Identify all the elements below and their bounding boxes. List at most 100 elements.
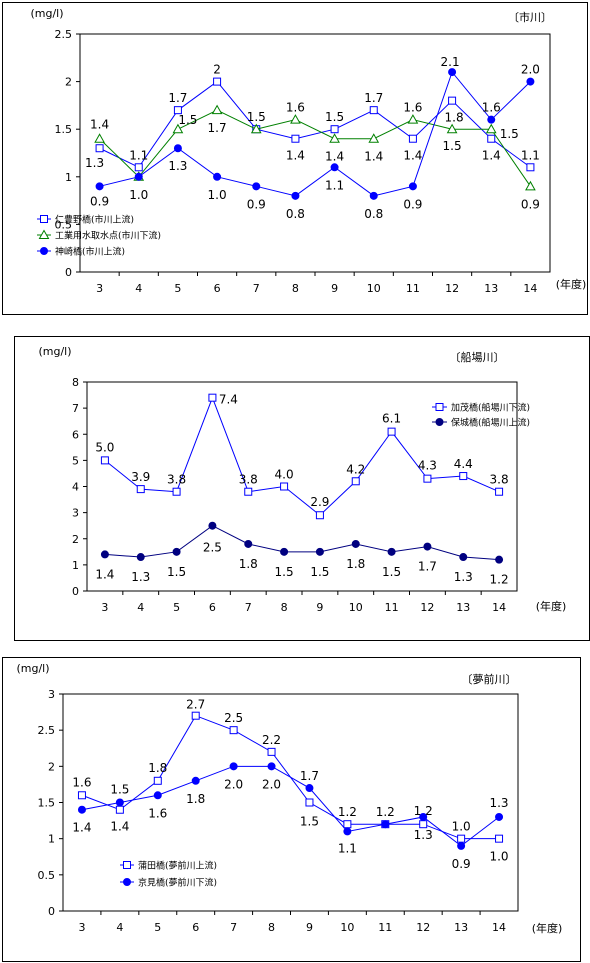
- data-point: [459, 553, 468, 562]
- y-tick-label: 1.5: [38, 797, 56, 810]
- data-point: [368, 133, 380, 143]
- data-label: 1.7: [418, 560, 437, 574]
- series-line: [104, 525, 500, 561]
- legend: 加茂橋(船場川下流) 保城橋(船場川上流): [432, 402, 530, 429]
- data-point: [172, 123, 184, 134]
- data-label: 1.2: [414, 804, 433, 818]
- data-point: [495, 834, 504, 843]
- legend-label: 蒲田橋(夢前川上流): [138, 860, 217, 872]
- data-label: 1.6: [72, 775, 91, 789]
- data-point: [459, 472, 468, 481]
- data-point: [115, 805, 124, 814]
- x-tick-label: 5: [174, 282, 181, 295]
- x-unit-label: (年度): [536, 599, 567, 613]
- data-label: 1.3: [85, 156, 104, 170]
- x-tick-label: 5: [173, 601, 180, 614]
- data-label: 1.4: [286, 149, 305, 163]
- data-label: 3.8: [167, 473, 186, 487]
- legend-label: 京見橋(夢前川下流): [138, 877, 217, 889]
- data-label: 0.9: [90, 194, 109, 208]
- data-label: 1.4: [72, 821, 91, 835]
- river-name: 〔夢前川〕: [462, 672, 517, 686]
- legend-label: 仁豊野橋(市川上流): [55, 214, 134, 226]
- data-label: 1.2: [338, 805, 357, 819]
- data-label: 1.1: [338, 841, 357, 855]
- data-point: [315, 511, 324, 520]
- data-label: 4.4: [454, 457, 473, 471]
- data-label: 1.3: [414, 828, 433, 842]
- data-label: 1.1: [129, 148, 148, 162]
- data-label: 1.5: [382, 565, 401, 579]
- data-point: [172, 547, 181, 556]
- data-label: 1.5: [110, 783, 129, 797]
- data-point: [351, 477, 360, 486]
- data-point: [244, 487, 253, 496]
- x-tick-label: 11: [406, 282, 420, 295]
- y-tick-label: 1: [48, 833, 55, 846]
- data-label: 1.8: [148, 761, 167, 775]
- y-tick-label: 2: [48, 760, 55, 773]
- data-point: [343, 827, 352, 836]
- data-point: [419, 820, 428, 829]
- data-point: [495, 812, 504, 821]
- data-label: 1.5: [178, 113, 197, 127]
- series-2: [95, 68, 535, 200]
- data-label: 1.4: [325, 150, 344, 164]
- data-label: 1.8: [346, 557, 365, 571]
- data-label: 2.0: [224, 777, 243, 791]
- x-tick-label: 7: [253, 282, 260, 295]
- x-tick-label: 11: [378, 921, 392, 934]
- x-tick-label: 7: [230, 921, 237, 934]
- data-point: [315, 547, 324, 556]
- data-point: [244, 539, 253, 548]
- chart-yumesakigawa: 0 0.5 1 1.5 2 2.5 3 3 4 5 6 7 8 9 10 11 12 13 14 (mg/l) 〔夢前川…: [16, 662, 562, 935]
- y-tick-label: 1: [72, 559, 79, 572]
- data-point: [267, 762, 276, 771]
- data-point: [369, 106, 378, 115]
- x-tick-label: 3: [96, 282, 103, 295]
- data-label: 2.7: [186, 698, 205, 712]
- data-point: [208, 521, 217, 530]
- data-label: 1.5: [310, 565, 329, 579]
- data-point: [485, 123, 497, 134]
- data-label: 1.4: [482, 149, 501, 163]
- x-tick-label: 4: [116, 921, 123, 934]
- data-label: 0.9: [247, 197, 266, 211]
- x-tick-label: 12: [445, 282, 459, 295]
- x-tick-label: 8: [292, 282, 299, 295]
- data-point: [495, 555, 504, 564]
- y-tick-label: 2: [65, 76, 72, 89]
- legend-marker: [123, 861, 131, 869]
- data-label: 7.4: [219, 393, 238, 407]
- data-label: 1.5: [443, 139, 462, 153]
- data-label: 1.4: [110, 820, 129, 834]
- data-point: [229, 726, 238, 735]
- data-label: 1.0: [208, 188, 227, 202]
- y-tick-label: 3: [48, 688, 55, 701]
- data-point: [250, 123, 262, 134]
- data-point: [487, 134, 496, 143]
- data-point: [95, 182, 104, 191]
- data-point: [448, 96, 457, 105]
- data-label: 1.1: [325, 178, 344, 192]
- legend: 蒲田橋(夢前川上流) 京見橋(夢前川下流): [120, 860, 217, 889]
- y-tick-label: 2.5: [55, 28, 73, 41]
- data-label: 2.0: [521, 63, 540, 77]
- data-label: 1.5: [167, 565, 186, 579]
- data-label: 2.5: [203, 541, 222, 555]
- data-label: 1.7: [364, 91, 383, 105]
- data-point: [136, 553, 145, 562]
- data-label: 1.5: [325, 110, 344, 124]
- data-label: 1.5: [275, 565, 294, 579]
- data-label: 1.6: [403, 101, 422, 115]
- x-tick-label: 10: [367, 282, 381, 295]
- series-1: [100, 521, 504, 564]
- series-line: [99, 109, 531, 187]
- y-tick-label: 1.5: [55, 123, 73, 136]
- legend-label: 加茂橋(船場川下流): [451, 402, 530, 414]
- data-label: 1.4: [90, 118, 109, 132]
- series-line: [104, 396, 500, 516]
- x-tick-label: 9: [306, 921, 313, 934]
- data-point: [153, 791, 162, 800]
